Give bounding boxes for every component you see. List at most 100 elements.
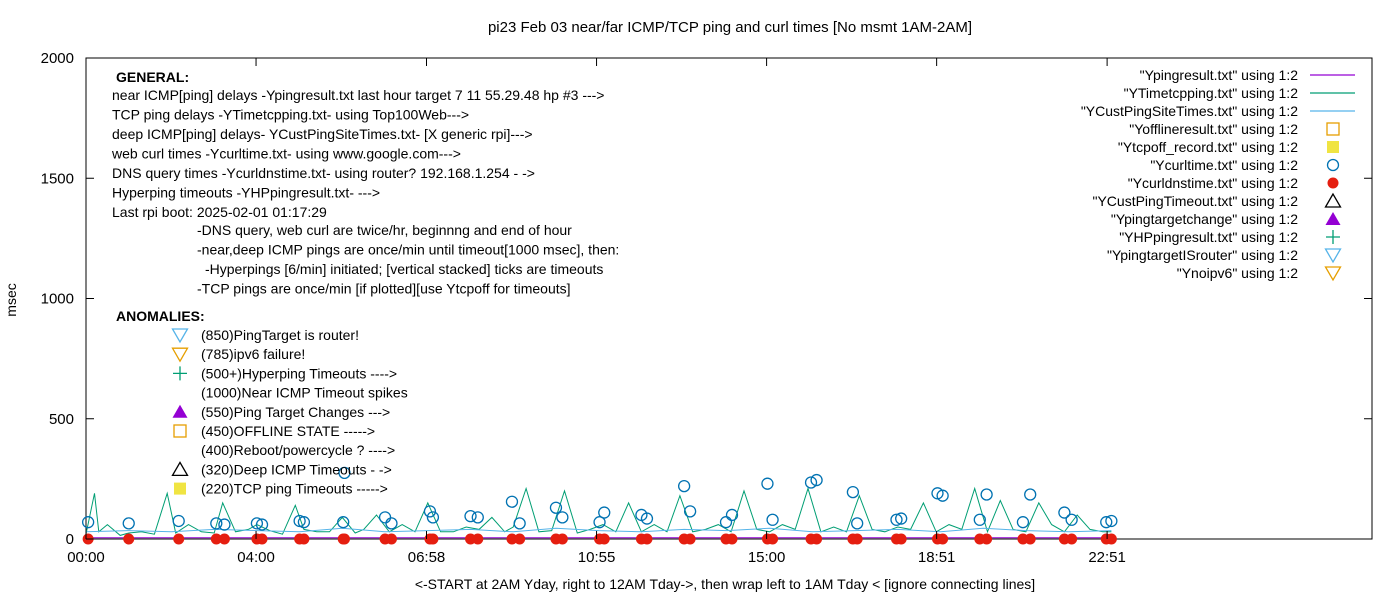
general-line-4: DNS query times -Ycurldnstime.txt- using… (112, 165, 535, 181)
data-point-1-36 (895, 533, 907, 545)
data-point-0-2 (172, 514, 185, 528)
data-point-1-1 (123, 533, 135, 545)
data-point-1-38 (937, 533, 949, 545)
data-point-1-42 (1024, 533, 1036, 545)
legend-label-0: "Ypingresult.txt" using 1:2 (1140, 67, 1299, 83)
y-axis-label: msec (3, 283, 19, 316)
data-point-0-29 (761, 477, 774, 490)
data-point-1-20 (556, 533, 568, 545)
data-point-1-4 (218, 533, 230, 545)
anomaly-text-2: (500+)Hyperping Timeouts ----> (201, 365, 397, 381)
data-point-1-3 (210, 533, 222, 545)
legend-label-10: "YpingtargetISrouter" using 1:2 (1107, 247, 1298, 263)
data-point-0-46 (1105, 514, 1118, 528)
anomaly-text-1: (785)ipv6 failure! (201, 346, 305, 362)
x-tick-label-2: 06:58 (408, 549, 446, 566)
legend-label-1: "YTimetcpping.txt" using 1:2 (1124, 85, 1299, 101)
data-point-0-19 (549, 501, 563, 514)
general-line-1: TCP ping delays -YTimetcpping.txt- using… (112, 107, 469, 123)
data-point-1-28 (726, 533, 738, 545)
data-point-1-26 (684, 533, 696, 545)
data-point-0-16 (471, 511, 484, 524)
anomaly-marker-4 (172, 404, 188, 418)
legend-label-3: "Yofflineresult.txt" using 1:2 (1129, 121, 1298, 137)
legend-swatch-10 (1324, 248, 1342, 264)
data-point-0-26 (683, 505, 697, 518)
data-point-0-36 (895, 512, 908, 525)
legend-swatch-5 (1326, 158, 1340, 172)
x-tick-label-3: 10:55 (578, 549, 616, 566)
data-point-0-13 (423, 505, 437, 518)
data-point-1-16 (472, 533, 484, 545)
data-point-1-30 (767, 533, 779, 545)
note-line-1: -near,deep ICMP pings are once/min until… (197, 242, 619, 258)
data-point-0-41 (1016, 516, 1030, 529)
data-point-0-12 (385, 517, 398, 530)
legend-label-4: "Ytcpoff_record.txt" using 1:2 (1118, 139, 1298, 155)
data-point-1-2 (173, 533, 185, 545)
data-point-1-24 (641, 533, 653, 545)
data-point-0-20 (556, 511, 569, 524)
series-layer (81, 466, 1118, 545)
general-line-2: deep ICMP[ping] delays- YCustPingSiteTim… (112, 126, 533, 142)
anomaly-text-4: (550)Ping Target Changes ---> (201, 404, 390, 420)
legend-label-6: "Ycurldnstime.txt" using 1:2 (1128, 175, 1298, 191)
data-point-0-4 (218, 518, 231, 531)
note-line-3: -TCP pings are once/min [if plotted][use… (197, 281, 571, 297)
anomaly-marker-5 (173, 424, 187, 438)
legend-label-2: "YCustPingSiteTimes.txt" using 1:2 (1081, 103, 1298, 119)
legend-label-9: "YHPpingresult.txt" using 1:2 (1119, 229, 1298, 245)
data-point-0-1 (122, 517, 135, 530)
data-point-1-44 (1066, 533, 1078, 545)
legend-swatch-4 (1327, 141, 1339, 153)
data-point-0-27 (719, 516, 733, 529)
data-point-0-24 (640, 512, 654, 525)
legend-label-11: "Ynoipv6" using 1:2 (1177, 265, 1298, 281)
data-point-0-30 (766, 513, 779, 526)
x-tick-label-0: 00:00 (67, 549, 105, 566)
series-line-3 (85, 527, 1112, 533)
anomaly-text-8: (220)TCP ping Timeouts -----> (201, 481, 388, 497)
y-tick-label-3: 1500 (41, 170, 74, 187)
data-point-0-25 (677, 479, 691, 493)
legend-swatch-7 (1324, 192, 1342, 208)
chart-title: pi23 Feb 03 near/far ICMP/TCP ping and c… (488, 19, 972, 36)
data-point-0-34 (851, 517, 864, 530)
data-point-1-18 (514, 533, 526, 545)
data-point-0-43 (1058, 506, 1071, 519)
general-heading: GENERAL: (116, 69, 189, 85)
x-tick-label-4: 15:00 (748, 549, 786, 566)
anomaly-marker-0 (171, 328, 189, 344)
data-point-0-3 (210, 517, 223, 530)
data-point-1-6 (256, 533, 268, 545)
data-point-0-32 (810, 473, 823, 487)
legend-swatch-9 (1326, 230, 1340, 244)
data-point-0-21 (593, 516, 606, 529)
y-tick-label-2: 1000 (41, 291, 74, 308)
general-line-0: near ICMP[ping] delays -Ypingresult.txt … (112, 87, 604, 103)
data-point-0-11 (378, 511, 392, 524)
data-point-0-17 (505, 495, 519, 508)
data-point-0-0 (81, 516, 95, 529)
anomaly-marker-1 (171, 347, 189, 363)
y-tick-label-0: 0 (66, 531, 74, 548)
data-point-1-8 (298, 533, 310, 545)
anomaly-marker-8 (174, 482, 186, 495)
annotation-block: GENERAL: near ICMP[ping] delays -Ypingres… (111, 69, 619, 497)
data-point-0-6 (255, 518, 269, 531)
data-point-0-45 (1100, 516, 1113, 529)
anomaly-marker-7 (171, 461, 189, 477)
y-tick-label-4: 2000 (41, 50, 74, 67)
general-line-3: web curl times -Ycurltime.txt- using www… (111, 146, 461, 162)
data-point-0-40 (980, 488, 993, 501)
data-point-1-34 (851, 533, 863, 545)
data-point-0-31 (804, 476, 818, 489)
anomaly-marker-2 (173, 366, 187, 381)
data-point-1-46 (1105, 533, 1117, 545)
data-point-0-18 (513, 517, 526, 530)
general-line-6: Last rpi boot: 2025-02-01 01:17:29 (112, 204, 327, 220)
y-tick-label-1: 500 (49, 411, 74, 428)
data-point-0-14 (426, 511, 440, 524)
data-point-1-12 (385, 533, 397, 545)
